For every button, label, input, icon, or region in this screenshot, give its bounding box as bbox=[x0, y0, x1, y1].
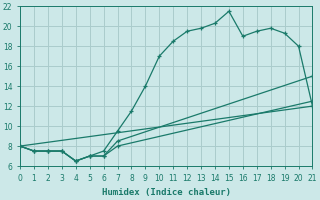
X-axis label: Humidex (Indice chaleur): Humidex (Indice chaleur) bbox=[102, 188, 231, 197]
